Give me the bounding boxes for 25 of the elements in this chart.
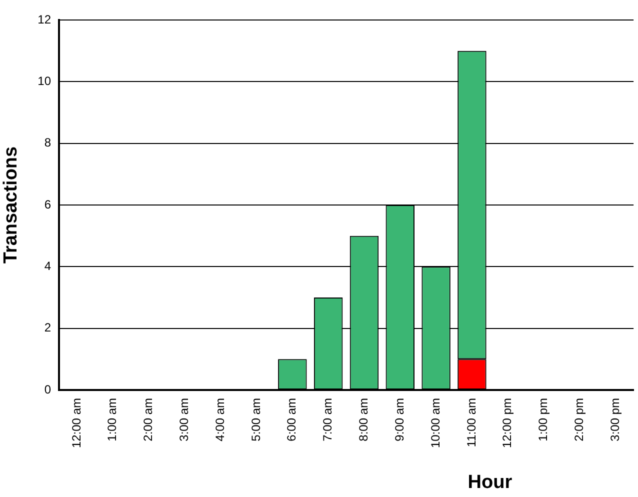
y-tick-label: 8 xyxy=(44,136,52,150)
x-tick-label: 1:00 pm xyxy=(536,398,550,442)
x-tick-label: 12:00 am xyxy=(69,398,84,448)
x-tick-label: 2:00 am xyxy=(141,398,156,442)
x-tick-label: 8:00 am xyxy=(356,398,371,442)
x-tick-label: 6:00 am xyxy=(284,398,299,442)
x-tick-label: 12:00 pm xyxy=(500,398,514,448)
x-tick-label: 10:00 am xyxy=(428,398,442,448)
y-axis-title: Transactions xyxy=(0,146,22,264)
x-tick-label: 1:00 am xyxy=(105,398,120,442)
y-tick-label: 6 xyxy=(44,197,52,212)
x-tick-label: 9:00 am xyxy=(392,398,406,442)
y-tick-label: 4 xyxy=(44,258,52,273)
y-tick-label: 0 xyxy=(44,382,52,396)
y-tick-label: 12 xyxy=(38,12,52,26)
x-tick-label: 7:00 am xyxy=(320,398,335,442)
x-tick-label: 2:00 pm xyxy=(572,398,586,442)
x-tick-label: 5:00 am xyxy=(248,398,263,442)
x-tick-label: 3:00 am xyxy=(176,398,191,442)
y-tick-label: 10 xyxy=(38,74,52,88)
x-tick-label: 3:00 pm xyxy=(608,398,622,442)
y-tick-label: 2 xyxy=(44,320,52,335)
x-tick-label: 11:00 am xyxy=(464,398,478,448)
x-tick-label: 4:00 am xyxy=(212,398,227,442)
x-axis-title: Hour xyxy=(468,472,513,494)
